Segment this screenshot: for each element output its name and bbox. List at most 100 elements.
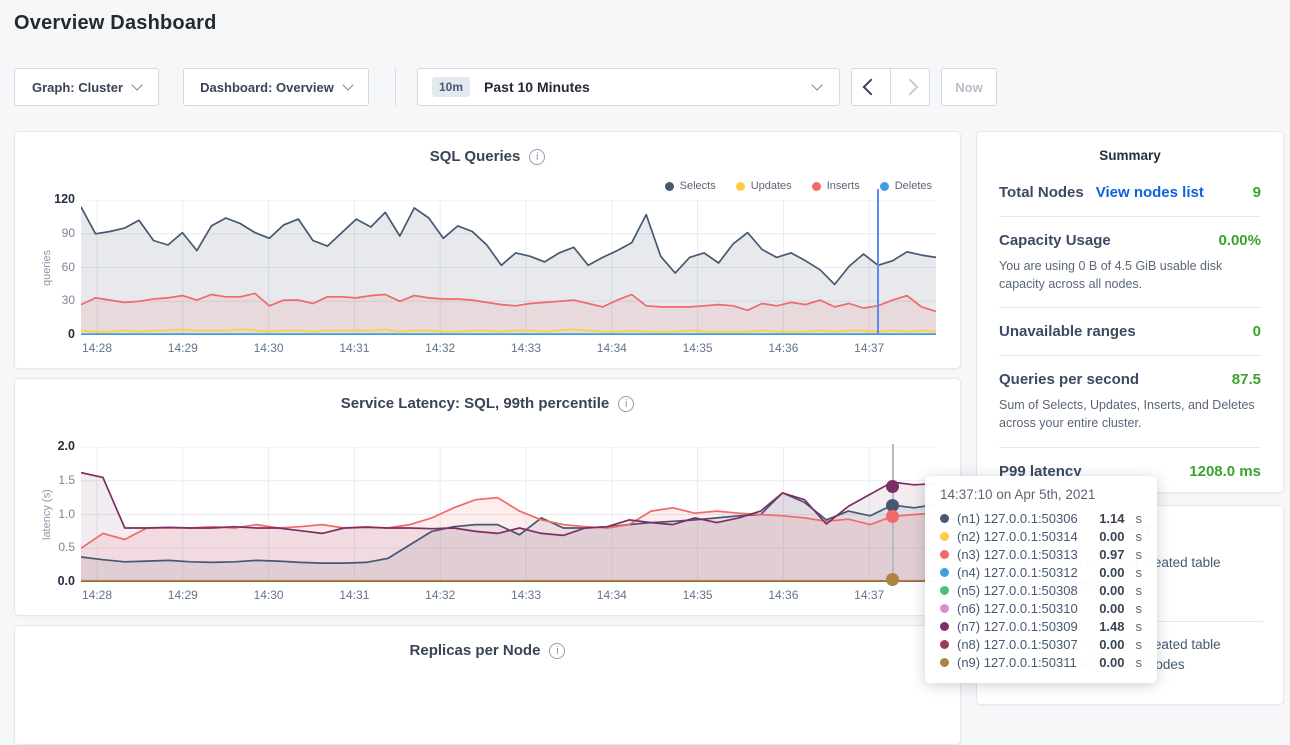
legend-dot [812,182,821,191]
y-axis-tick: 120 [33,192,75,206]
x-axis-tick: 14:31 [331,588,377,602]
node-latency-unit: s [1136,511,1143,526]
view-nodes-list-link[interactable]: View nodes list [1096,184,1204,201]
x-axis-tick: 14:33 [503,341,549,355]
tooltip-row: (n9) 127.0.0.1:50311 0.00 s [940,653,1142,671]
legend-dot [736,182,745,191]
node-address: (n8) 127.0.0.1:50307 [957,637,1078,652]
hover-point-dot [886,480,899,493]
node-latency-value: 0.00 [1099,583,1124,598]
sql-queries-plot[interactable] [81,200,936,335]
x-axis-tick: 14:37 [846,588,892,602]
info-icon[interactable]: i [549,643,565,659]
dashboard-dropdown[interactable]: Dashboard: Overview [183,68,369,106]
chevron-down-icon [342,79,353,90]
x-axis-tick: 14:29 [160,588,206,602]
chart-title: SQL Queries [430,148,521,165]
x-axis-tick: 14:33 [503,588,549,602]
now-button[interactable]: Now [941,68,997,106]
node-color-dot [940,550,949,559]
x-axis-tick: 14:30 [246,341,292,355]
x-axis-tick: 14:28 [74,341,120,355]
tooltip-row: (n4) 127.0.0.1:50312 0.00 s [940,563,1142,581]
x-axis-tick: 14:28 [74,588,120,602]
info-icon[interactable]: i [618,396,634,412]
legend-item-inserts[interactable]: Inserts [812,180,860,192]
qps-label: Queries per second [999,371,1139,388]
node-latency-value: 1.14 [1099,511,1124,526]
legend-item-selects[interactable]: Selects [665,180,716,192]
time-range-label: Past 10 Minutes [484,79,590,95]
unavailable-ranges-label: Unavailable ranges [999,323,1136,340]
node-latency-unit: s [1136,583,1143,598]
x-axis-tick: 14:35 [675,341,721,355]
node-color-dot [940,640,949,649]
chart-hover-line [877,189,879,335]
graph-scope-dropdown[interactable]: Graph: Cluster [14,68,159,106]
x-axis-tick: 14:32 [417,588,463,602]
info-icon[interactable]: i [529,149,545,165]
y-axis-tick: 2.0 [33,439,75,453]
x-axis-tick: 14:36 [760,588,806,602]
tooltip-rows: (n1) 127.0.0.1:503061.14s(n2) 127.0.0.1:… [940,509,1142,671]
y-axis-tick: 0.5 [33,540,75,554]
chevron-down-icon [131,79,142,90]
time-range-badge: 10m [432,77,470,97]
node-latency-unit: s [1136,547,1143,562]
node-latency-value: 1.48 [1099,619,1124,634]
legend-dot [665,182,674,191]
replicas-per-node-chart-card: Replicas per Node i [14,625,961,745]
legend-item-updates[interactable]: Updates [736,180,792,192]
node-address: (n9) 127.0.0.1:50311 [957,655,1077,670]
node-latency-value: 0.00 [1099,601,1124,616]
y-axis-tick: 60 [33,260,75,274]
time-back-button[interactable] [851,68,891,106]
tooltip-row: (n1) 127.0.0.1:503061.14s [940,509,1142,527]
node-latency-value: 0.00 [1099,655,1124,670]
node-latency-unit: s [1136,637,1143,652]
node-latency-unit: s [1136,619,1143,634]
legend-label: Inserts [827,180,860,192]
summary-row-capacity: Capacity Usage 0.00% You are using 0 B o… [999,216,1261,307]
chevron-left-icon [863,79,880,96]
total-nodes-value: 9 [1253,184,1261,201]
x-axis-tick: 14:34 [589,341,635,355]
legend-item-deletes[interactable]: Deletes [880,180,932,192]
node-address: (n3) 127.0.0.1:50313 [957,547,1078,562]
chart-hover-tooltip: 14:37:10 on Apr 5th, 2021 (n1) 127.0.0.1… [925,476,1157,683]
node-latency-unit: s [1136,529,1143,544]
chart-title: Replicas per Node [410,642,541,659]
node-address: (n7) 127.0.0.1:50309 [957,619,1078,634]
node-latency-value: 0.00 [1099,637,1124,652]
service-latency-plot[interactable] [81,447,936,582]
qps-description: Sum of Selects, Updates, Inserts, and De… [999,396,1261,432]
node-latency-unit: s [1136,655,1143,670]
summary-panel: Summary Total NodesView nodes list 9 Cap… [976,131,1284,493]
capacity-usage-description: You are using 0 B of 4.5 GiB usable disk… [999,257,1261,293]
chevron-right-icon [902,79,919,96]
tooltip-row: (n8) 127.0.0.1:50307 0.00 s [940,635,1142,653]
node-latency-unit: s [1136,565,1143,580]
x-axis-tick: 14:37 [846,341,892,355]
time-forward-button[interactable] [890,68,930,106]
x-axis-tick: 14:35 [675,588,721,602]
node-color-dot [940,532,949,541]
node-address: (n4) 127.0.0.1:50312 [957,565,1078,580]
legend-dot [880,182,889,191]
chevron-down-icon [811,79,822,90]
time-range-picker[interactable]: 10m Past 10 Minutes [417,68,840,106]
node-latency-value: 0.00 [1099,565,1124,580]
chart-title: Service Latency: SQL, 99th percentile [341,395,609,412]
unavailable-ranges-value: 0 [1253,323,1261,340]
legend-label: Deletes [895,180,932,192]
y-axis-tick: 90 [33,226,75,240]
y-axis-tick: 30 [33,293,75,307]
x-axis-tick: 14:30 [246,588,292,602]
tooltip-row: (n6) 127.0.0.1:503100.00s [940,599,1142,617]
x-axis-tick: 14:31 [331,341,377,355]
node-color-dot [940,514,949,523]
summary-heading: Summary [977,132,1283,169]
y-axis-tick: 1.5 [33,473,75,487]
dashboard-controls: Graph: Cluster Dashboard: Overview 10m P… [0,68,1290,106]
hover-point-dot [886,573,899,586]
